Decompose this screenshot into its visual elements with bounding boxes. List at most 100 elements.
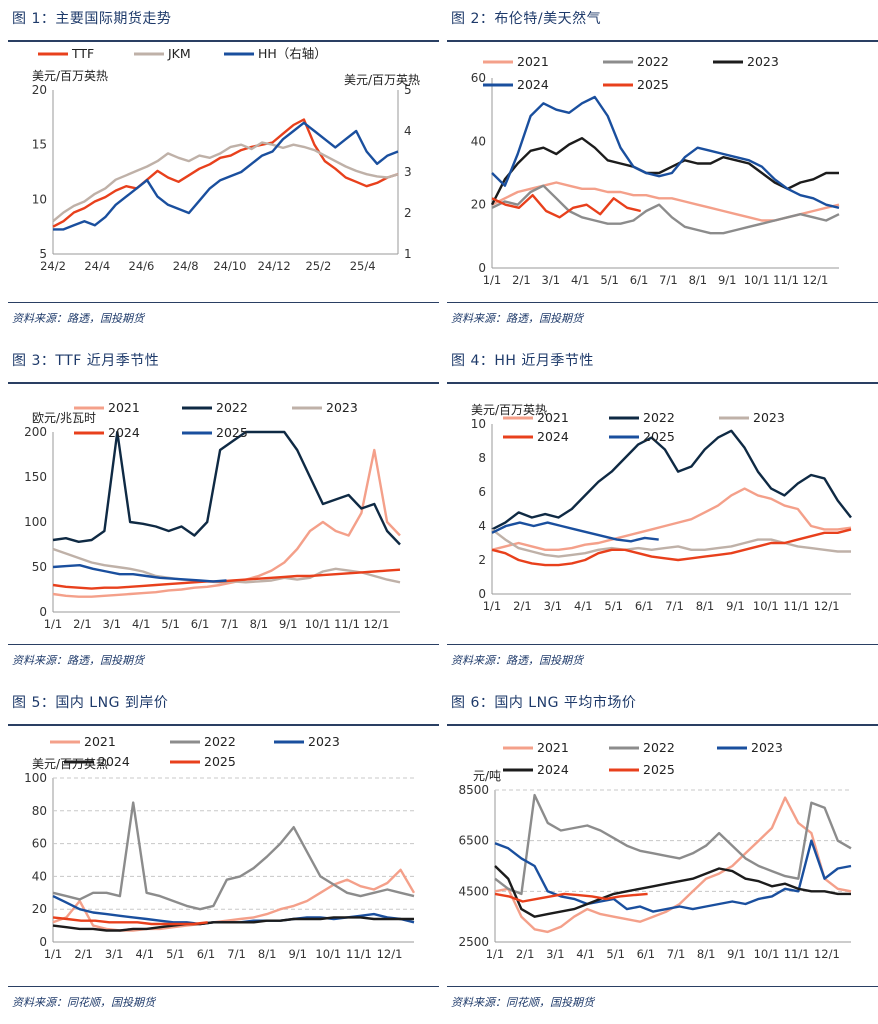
x-tick-label: 2/1 xyxy=(512,273,531,287)
x-tick-label: 1/1 xyxy=(44,947,63,961)
x-tick-label: 7/1 xyxy=(220,617,239,631)
series-line-2025 xyxy=(52,916,208,926)
y-tick-label: 8500 xyxy=(458,783,489,797)
x-tick-label: 7/1 xyxy=(227,947,246,961)
x-tick-label: 8/1 xyxy=(258,947,277,961)
series-line-2023 xyxy=(491,528,851,558)
x-tick-label: 5/1 xyxy=(606,947,625,961)
x-tick-label: 11/1 xyxy=(783,599,809,613)
series-line-2022 xyxy=(494,793,852,896)
chart-title: 图 5：国内 LNG 到岸价 xyxy=(12,695,169,711)
chart-3: 0 50 100 150 200 1/1 2/1 3/1 4/1 5/1 6/1 7/1 8/1 9/1 1… xyxy=(24,400,401,631)
chart-title: 图 1：主要国际期货走势 xyxy=(12,11,172,27)
x-tick-label: 10/1 xyxy=(754,947,780,961)
x-tick-label: 11/1 xyxy=(346,947,372,961)
chart-5: 0 20 40 60 80 100 1/1 2/1 3/1 4/1 5/1 6/1 7/1 8/1 9/1 1… xyxy=(24,734,416,961)
x-tick-label: 10/1 xyxy=(753,599,779,613)
y-tick-label: 200 xyxy=(24,425,47,439)
chart-title: 图 6：国内 LNG 平均市场价 xyxy=(451,695,637,711)
y-tick-label: 50 xyxy=(32,560,47,574)
legend-label: 2023 xyxy=(308,734,340,749)
title-divider xyxy=(447,382,878,384)
y-tick-label: 4 xyxy=(478,519,486,533)
series-line-2022 xyxy=(491,184,840,235)
chart-panel-5: 图 5：国内 LNG 到岸价 0 20 40 60 80 100 1/1 2/1 3/1 4/1 5… xyxy=(8,684,439,1014)
y-tick-label: 0 xyxy=(39,605,47,619)
legend-label: 2023 xyxy=(751,740,783,755)
x-tick-label: 4/1 xyxy=(571,273,590,287)
source-divider xyxy=(447,986,878,987)
y-tick-label: 8 xyxy=(478,451,486,465)
series-line-2025 xyxy=(491,521,659,543)
y2-tick-label: 2 xyxy=(404,206,412,220)
series-line-2025 xyxy=(491,193,641,219)
x-tick-label: 3/1 xyxy=(546,947,565,961)
legend-label: TTF xyxy=(71,46,94,61)
y-tick-label: 2 xyxy=(478,553,486,567)
series-line-2023 xyxy=(494,839,852,913)
x-tick-label: 3/1 xyxy=(103,617,122,631)
y-tick-label: 6 xyxy=(478,485,486,499)
x-tick-label: 11/1 xyxy=(784,947,810,961)
chart-panel-2: 图 2：布伦特/美天然气 0 20 40 60 1/1 2/1 3/1 4/1 5/1 6/1 7/… xyxy=(447,0,878,330)
legend-label: 2024 xyxy=(108,425,140,440)
y-tick-label: 4500 xyxy=(458,884,489,898)
x-tick-label: 9/1 xyxy=(718,273,737,287)
legend-label: 2024 xyxy=(517,77,549,92)
x-tick-label: 1/1 xyxy=(44,617,63,631)
series-line-2022 xyxy=(52,801,415,911)
x-tick-label: 8/1 xyxy=(250,617,269,631)
y2-tick-label: 1 xyxy=(404,247,412,261)
legend-label: JKM xyxy=(167,46,191,61)
series-line-2024 xyxy=(52,916,414,932)
source-divider xyxy=(447,302,878,303)
x-tick-label: 6/1 xyxy=(197,947,216,961)
x-tick-label: 1/1 xyxy=(486,947,505,961)
y-tick-label: 60 xyxy=(32,837,47,851)
x-tick-label: 24/4 xyxy=(84,259,110,273)
series-line-2023 xyxy=(52,547,401,584)
source-divider xyxy=(8,644,439,645)
legend-label: 2024 xyxy=(537,762,569,777)
x-tick-label: 24/2 xyxy=(40,259,66,273)
y-tick-label: 20 xyxy=(471,198,486,212)
x-tick-label: 3/1 xyxy=(542,273,561,287)
y-axis-label: 欧元/兆瓦时 xyxy=(32,411,96,425)
y-axis-label: 美元/百万英热 xyxy=(32,69,108,83)
source-divider xyxy=(447,644,878,645)
x-tick-label: 24/6 xyxy=(129,259,155,273)
x-tick-label: 24/12 xyxy=(258,259,291,273)
x-tick-label: 6/1 xyxy=(635,599,654,613)
y2-tick-label: 3 xyxy=(404,165,412,179)
y2-axis-label: 美元/百万英热 xyxy=(344,73,420,87)
x-tick-label: 4/1 xyxy=(576,947,595,961)
series-line-2024 xyxy=(491,528,852,567)
chart-panel-6: 图 6：国内 LNG 平均市场价 2500 4500 6500 8500 1/1 2/1 3… xyxy=(447,684,878,1014)
y-tick-label: 5 xyxy=(39,247,47,261)
legend-label: 2021 xyxy=(537,740,569,755)
source-note: 资料来源：路透，国投期货 xyxy=(12,654,144,667)
x-tick-label: 2/1 xyxy=(74,947,93,961)
x-tick-label: 6/1 xyxy=(191,617,210,631)
x-tick-label: 5/1 xyxy=(166,947,185,961)
title-divider xyxy=(8,724,439,726)
chart-panel-4: 图 4：HH 近月季节性 0 2 4 6 8 10 1/1 2/1 3/1 4/1 5/1 6/1 7/… xyxy=(447,342,878,672)
y-tick-label: 0 xyxy=(39,935,47,949)
legend-label: 2025 xyxy=(643,429,675,444)
x-tick-label: 24/10 xyxy=(213,259,246,273)
legend-label: 2021 xyxy=(517,54,549,69)
series-line-2025 xyxy=(52,563,227,583)
legend-label: 2025 xyxy=(637,77,669,92)
x-tick-label: 1/1 xyxy=(483,273,502,287)
source-note: 资料来源：路透，国投期货 xyxy=(451,312,583,325)
y-tick-label: 20 xyxy=(32,83,47,97)
x-tick-label: 9/1 xyxy=(727,947,746,961)
x-tick-label: 7/1 xyxy=(659,273,678,287)
x-tick-label: 6/1 xyxy=(637,947,656,961)
y2-tick-label: 5 xyxy=(404,83,412,97)
y-tick-label: 100 xyxy=(24,771,47,785)
x-tick-label: 3/1 xyxy=(105,947,124,961)
series-line-2021 xyxy=(52,448,401,598)
x-tick-label: 8/1 xyxy=(696,599,715,613)
y-tick-label: 20 xyxy=(32,902,47,916)
